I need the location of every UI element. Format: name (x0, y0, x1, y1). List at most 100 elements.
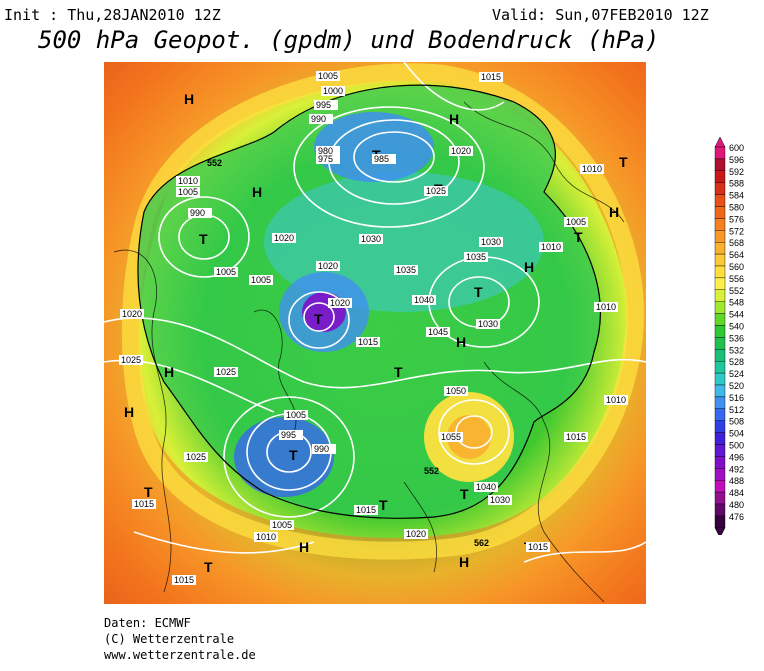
legend-label: 524 (729, 369, 744, 379)
svg-text:975: 975 (318, 154, 333, 164)
legend-swatch (714, 230, 726, 243)
coastlines (113, 101, 625, 603)
legend-swatch (714, 444, 726, 457)
legend-swatch (714, 194, 726, 207)
legend-label: 584 (729, 191, 744, 201)
svg-text:1000: 1000 (323, 86, 343, 96)
high-marker: H (124, 404, 134, 420)
svg-text:1020: 1020 (330, 298, 350, 308)
legend-label: 548 (729, 298, 744, 308)
svg-text:1015: 1015 (134, 499, 154, 509)
warm-region (104, 62, 646, 604)
legend-bottom-arrow (714, 527, 726, 539)
contour-labels: 552 552 562 (207, 158, 489, 548)
high-marker: H (184, 91, 194, 107)
low-marker: T (574, 229, 583, 245)
legend-label: 504 (729, 429, 744, 439)
svg-text:1035: 1035 (396, 265, 416, 275)
low-marker: T (460, 486, 469, 502)
init-time: Init : Thu,28JAN2010 12Z (4, 6, 221, 24)
legend-label: 528 (729, 357, 744, 367)
legend-label: 508 (729, 417, 744, 427)
chart-title: 500 hPa Geopot. (gpdm) und Bodendruck (h… (38, 26, 660, 54)
low-marker: T (474, 284, 483, 300)
svg-text:1030: 1030 (361, 234, 381, 244)
valid-time: Valid: Sun,07FEB2010 12Z (492, 6, 709, 24)
high-marker: H (252, 184, 262, 200)
svg-text:990: 990 (311, 114, 326, 124)
isobars (104, 62, 646, 563)
legend-swatch (714, 170, 726, 183)
svg-text:1015: 1015 (174, 575, 194, 585)
legend-label: 588 (729, 179, 744, 189)
svg-text:995: 995 (281, 430, 296, 440)
svg-text:1015: 1015 (481, 72, 501, 82)
svg-text:1055: 1055 (441, 432, 461, 442)
svg-text:1040: 1040 (414, 295, 434, 305)
legend-swatch (714, 420, 726, 433)
footer-source: Daten: ECMWF (104, 616, 191, 630)
svg-text:985: 985 (374, 154, 389, 164)
svg-text:1005: 1005 (566, 217, 586, 227)
svg-text:1005: 1005 (251, 275, 271, 285)
legend-swatch (714, 206, 726, 219)
low-south-blue (234, 417, 334, 497)
svg-text:1025: 1025 (186, 452, 206, 462)
legend-swatch (714, 182, 726, 195)
low-north-blue (314, 112, 434, 182)
svg-text:1050: 1050 (446, 386, 466, 396)
svg-text:980: 980 (318, 146, 333, 156)
legend-label: 560 (729, 262, 744, 272)
high-marker: H (299, 539, 309, 555)
legend-swatch (714, 218, 726, 231)
legend-label: 532 (729, 345, 744, 355)
svg-text:1010: 1010 (541, 242, 561, 252)
legend-swatch (714, 491, 726, 505)
svg-text:1025: 1025 (216, 367, 236, 377)
legend-swatch (714, 408, 726, 421)
legend-swatch (714, 456, 726, 469)
legend-label: 496 (729, 452, 744, 462)
isobar-labels: 1005 1000 995 990 985 980 975 1010 1005 … (119, 71, 628, 585)
svg-text:990: 990 (314, 444, 329, 454)
svg-text:1010: 1010 (606, 395, 626, 405)
legend-label: 580 (729, 203, 744, 213)
high-marker: H (164, 364, 174, 380)
low-marker: T (394, 364, 403, 380)
high-marker: H (459, 554, 469, 570)
svg-text:552: 552 (207, 158, 222, 168)
svg-text:1010: 1010 (256, 532, 276, 542)
legend-label: 500 (729, 441, 744, 451)
legend-swatch (714, 325, 726, 338)
legend-label: 568 (729, 238, 744, 248)
legend-swatch (714, 360, 726, 374)
svg-text:1015: 1015 (528, 542, 548, 552)
high-marker: H (449, 111, 459, 127)
legend-label: 476 (729, 512, 744, 522)
svg-text:562: 562 (474, 538, 489, 548)
legend-swatch (714, 337, 726, 350)
legend-label: 596 (729, 155, 744, 165)
low-marker: T (204, 559, 213, 575)
height-contours (137, 84, 601, 519)
legend-label: 484 (729, 488, 744, 498)
svg-text:1005: 1005 (178, 187, 198, 197)
legend-swatch (714, 503, 726, 517)
svg-text:1005: 1005 (286, 410, 306, 420)
legend-label: 480 (729, 500, 744, 510)
svg-text:1015: 1015 (358, 337, 378, 347)
legend-label: 512 (729, 405, 744, 415)
legend-label: 540 (729, 322, 744, 332)
legend-swatch (714, 480, 726, 493)
legend-swatch (714, 158, 726, 171)
svg-text:1020: 1020 (318, 261, 338, 271)
legend-label: 564 (729, 250, 744, 260)
legend-top-arrow (714, 136, 726, 148)
legend-label: 520 (729, 381, 744, 391)
legend-label: 600 (729, 143, 744, 153)
legend-label: 516 (729, 393, 744, 403)
svg-text:1005: 1005 (272, 520, 292, 530)
legend-swatch (714, 372, 726, 386)
svg-text:995: 995 (316, 100, 331, 110)
low-marker: T (199, 231, 208, 247)
